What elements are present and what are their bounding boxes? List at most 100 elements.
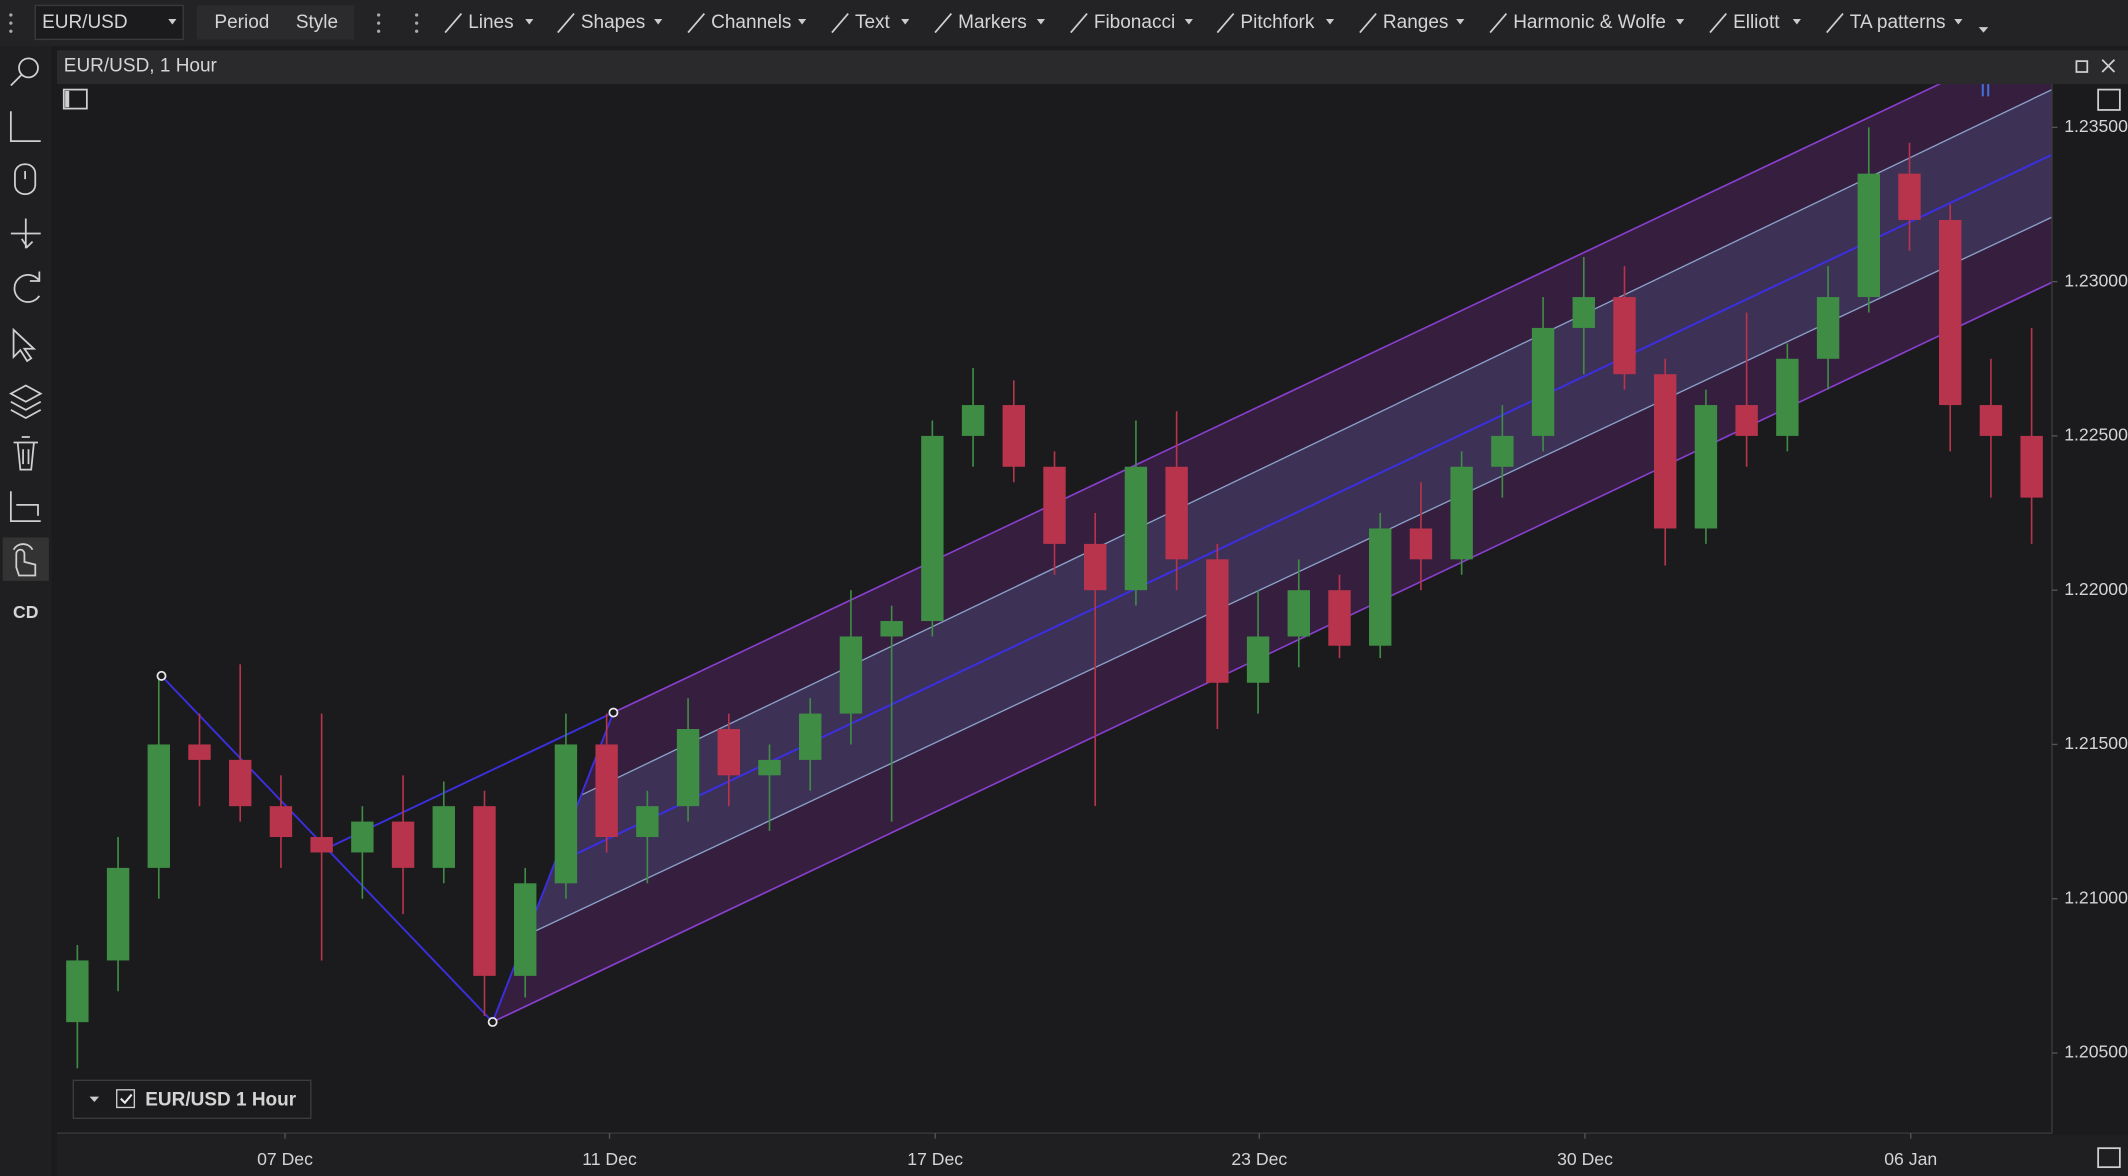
legend-arrow[interactable] bbox=[89, 1096, 100, 1103]
x-tick-label: 11 Dec bbox=[582, 1149, 637, 1169]
window-controls[interactable] bbox=[2075, 59, 2116, 73]
corner-button[interactable] bbox=[2097, 1147, 2121, 1169]
x-tick-label: 23 Dec bbox=[1231, 1149, 1287, 1169]
tool-arrow[interactable] bbox=[1676, 19, 1685, 25]
candle-body bbox=[1979, 405, 2003, 436]
tool-button[interactable]: Text bbox=[855, 12, 891, 33]
period-button[interactable]: Period bbox=[214, 12, 269, 33]
panel-toggle[interactable] bbox=[62, 88, 88, 110]
candle-body bbox=[351, 821, 374, 853]
tool-icon bbox=[1216, 13, 1235, 34]
tool-arrow[interactable] bbox=[1184, 19, 1193, 25]
panel-toggle-bar bbox=[65, 90, 70, 108]
candle-body bbox=[514, 883, 537, 976]
candle-body bbox=[554, 744, 578, 884]
candle-body bbox=[1857, 173, 1880, 298]
candle-body bbox=[1165, 466, 1188, 560]
tool-icon bbox=[831, 13, 849, 34]
y-tick-label: 1.20500 bbox=[2064, 1042, 2128, 1062]
legend-label: EUR/USD 1 Hour bbox=[145, 1090, 297, 1111]
candle-body bbox=[1450, 466, 1473, 560]
candle-body bbox=[473, 806, 496, 976]
candle-body bbox=[799, 713, 822, 760]
x-tick-label: 17 Dec bbox=[907, 1149, 963, 1169]
y-tick-label: 1.21500 bbox=[2064, 733, 2128, 753]
style-button[interactable]: Style bbox=[296, 12, 338, 33]
tool-button[interactable]: Lines bbox=[468, 12, 513, 33]
candle-body bbox=[676, 729, 700, 807]
tool-arrow[interactable] bbox=[1954, 19, 1963, 25]
tool-button[interactable]: Markers bbox=[958, 12, 1027, 33]
candle-body bbox=[880, 621, 903, 637]
legend-box bbox=[72, 1079, 312, 1119]
tool-arrow[interactable] bbox=[901, 19, 910, 25]
button-group bbox=[196, 5, 355, 40]
chart-title: EUR/USD, 1 Hour bbox=[64, 56, 218, 77]
tool-button[interactable]: Ranges bbox=[1383, 12, 1449, 33]
tool-button[interactable]: TA patterns bbox=[1850, 12, 1946, 33]
tool-icon bbox=[1489, 13, 1508, 34]
tool-button[interactable]: Shapes bbox=[581, 12, 645, 33]
tool-button[interactable]: Fibonacci bbox=[1094, 12, 1175, 33]
sidebar-icons bbox=[2, 57, 49, 581]
tool-button[interactable]: Pitchfork bbox=[1240, 12, 1314, 33]
symbol[interactable]: EUR/USD bbox=[42, 12, 128, 33]
candle-body bbox=[1328, 590, 1351, 646]
tool-icon bbox=[1359, 13, 1377, 34]
tool-arrow[interactable] bbox=[654, 19, 663, 25]
candle-body bbox=[758, 759, 781, 776]
candle-body bbox=[1002, 405, 1025, 467]
pitchfork-inner-band bbox=[526, 89, 2052, 936]
panel-toggle-right[interactable] bbox=[2097, 88, 2121, 111]
symbol-box[interactable] bbox=[34, 4, 184, 41]
tool-icon bbox=[687, 13, 706, 34]
pitchfork-inner-lines bbox=[526, 88, 2052, 936]
candle-body bbox=[636, 806, 659, 838]
y-tick-label: 1.23500 bbox=[2064, 116, 2128, 136]
candle-body bbox=[147, 744, 170, 868]
tool-icon bbox=[1709, 13, 1727, 34]
cd-button[interactable]: CD bbox=[13, 602, 38, 622]
tool-arrow[interactable] bbox=[1325, 19, 1335, 25]
scroll-marker bbox=[1981, 84, 1990, 97]
tool-button[interactable]: Channels bbox=[711, 12, 791, 33]
candle-body bbox=[961, 405, 985, 436]
candle-body bbox=[1654, 374, 1677, 529]
pitchfork-handles[interactable] bbox=[156, 670, 619, 1027]
tool-arrow[interactable] bbox=[1036, 19, 1045, 25]
candles bbox=[66, 127, 2043, 1069]
candle-body bbox=[1287, 590, 1310, 637]
tool-button[interactable]: Harmonic & Wolfe bbox=[1513, 12, 1666, 33]
candle-body bbox=[1898, 173, 1921, 220]
tool-icon bbox=[444, 13, 463, 34]
legend-checkbox[interactable] bbox=[116, 1089, 136, 1109]
candle-body bbox=[839, 636, 863, 714]
candle-body bbox=[1124, 466, 1148, 591]
x-tick-label: 06 Jan bbox=[1884, 1149, 1937, 1169]
candle-body bbox=[1246, 636, 1270, 683]
candle-body bbox=[1694, 405, 1718, 529]
candle-body bbox=[595, 744, 618, 838]
candle-body bbox=[921, 435, 944, 622]
candle-body bbox=[229, 759, 252, 807]
candle-body bbox=[1084, 543, 1107, 591]
candle-body bbox=[66, 960, 89, 1023]
tool-arrow[interactable] bbox=[1456, 19, 1465, 25]
x-tick-label: 30 Dec bbox=[1557, 1149, 1613, 1169]
tool-arrow[interactable] bbox=[798, 19, 807, 25]
y-tick-label: 1.23000 bbox=[2064, 270, 2128, 290]
candle-body bbox=[2020, 435, 2043, 498]
y-tick-label: 1.22000 bbox=[2064, 579, 2128, 599]
y-tick-label: 1.22500 bbox=[2064, 425, 2128, 445]
candle-body bbox=[1206, 559, 1229, 683]
tool-arrow[interactable] bbox=[1792, 19, 1801, 25]
overflow-arrow[interactable] bbox=[1978, 27, 1989, 33]
tool-arrow[interactable] bbox=[525, 19, 534, 25]
tool-icon bbox=[1070, 13, 1088, 34]
tool-icon bbox=[934, 13, 953, 34]
candle-body bbox=[1735, 405, 1758, 436]
candle-body bbox=[432, 806, 455, 868]
tool-button[interactable]: Elliott bbox=[1733, 12, 1780, 33]
